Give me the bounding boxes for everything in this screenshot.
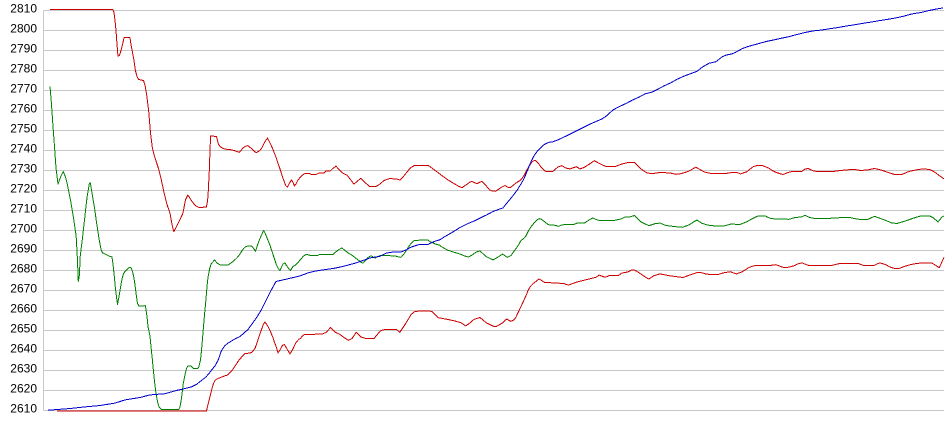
svg-text:2700: 2700 [10,222,37,236]
svg-text:2760: 2760 [10,102,37,116]
svg-text:2730: 2730 [10,162,37,176]
svg-text:2750: 2750 [10,122,37,136]
svg-text:2630: 2630 [10,362,37,376]
svg-text:2620: 2620 [10,382,37,396]
svg-text:2740: 2740 [10,142,37,156]
svg-text:2690: 2690 [10,242,37,256]
svg-text:2610: 2610 [10,402,37,416]
svg-text:2710: 2710 [10,202,37,216]
svg-text:2780: 2780 [10,62,37,76]
svg-text:2670: 2670 [10,282,37,296]
svg-text:2650: 2650 [10,322,37,336]
svg-text:2640: 2640 [10,342,37,356]
svg-text:2800: 2800 [10,22,37,36]
svg-text:2720: 2720 [10,182,37,196]
svg-text:2770: 2770 [10,82,37,96]
svg-text:2790: 2790 [10,42,37,56]
svg-text:2660: 2660 [10,302,37,316]
svg-text:2680: 2680 [10,262,37,276]
svg-text:2810: 2810 [10,2,37,16]
